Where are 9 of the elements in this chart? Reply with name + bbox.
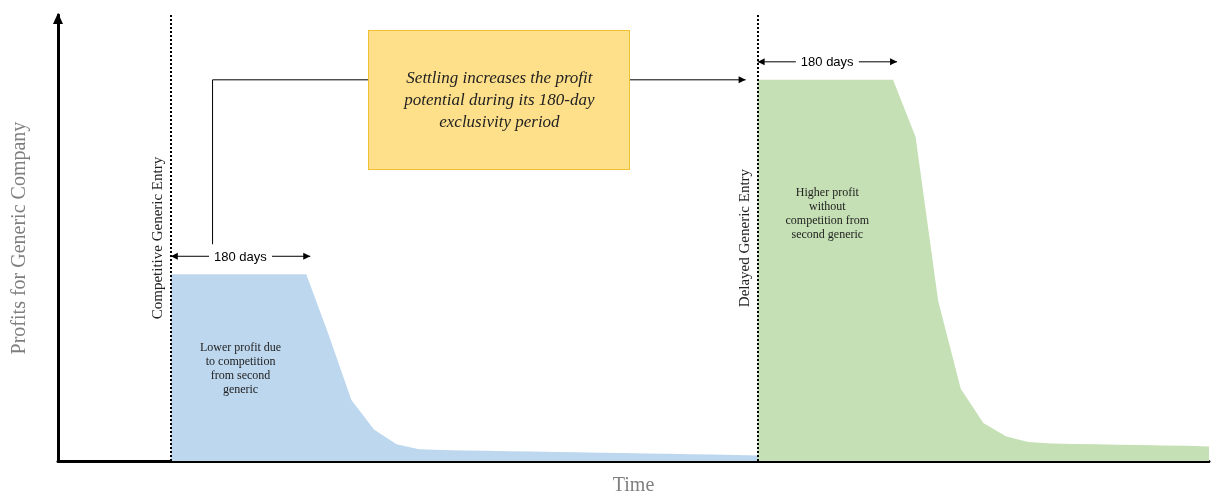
annotation: Higher profit without competition from second generic (784, 185, 871, 242)
x-axis-title: Time (612, 473, 655, 495)
annotation: Delayed Generic Entry (736, 168, 753, 308)
annotation: Competitive Generic Entry (149, 156, 166, 320)
note-box: Settling increases the profit potential during its 180-day exclusivity period (368, 29, 631, 170)
annotation: 180 days (214, 248, 267, 264)
y-axis-title: Profits for Generic Company (7, 121, 30, 355)
annotation: Lower profit due to competition from second generic (198, 339, 283, 396)
text: 180 days (800, 54, 854, 70)
